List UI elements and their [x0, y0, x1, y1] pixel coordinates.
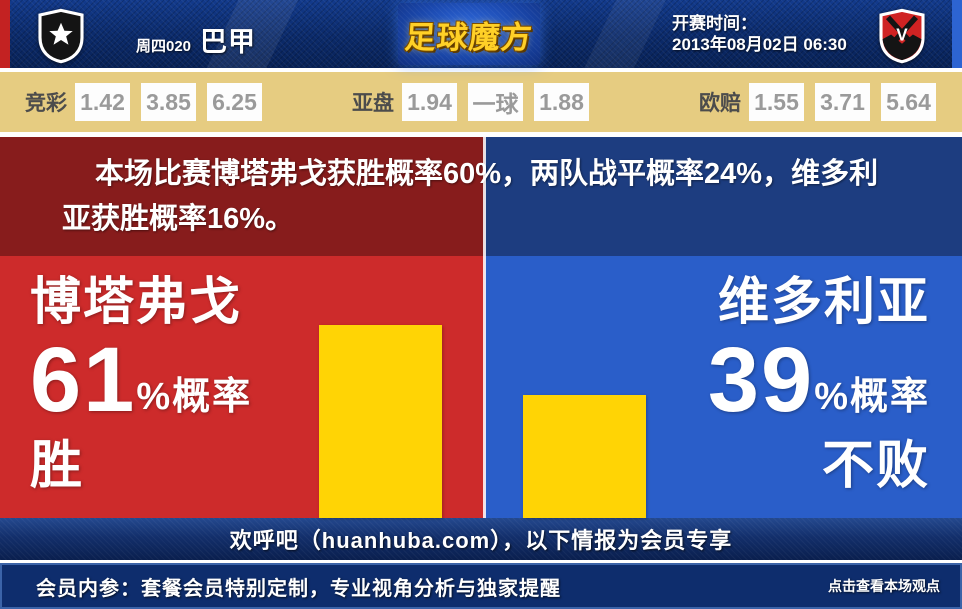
away-prediction-block: 维多利亚 39 %概率 不败 — [708, 276, 930, 492]
promo-banner: 欢呼吧（huanhuba.com），以下情报为会员专享 — [0, 518, 962, 560]
home-probability-suffix: %概率 — [136, 376, 253, 419]
left-red-edge-stripe — [0, 0, 10, 68]
odds-value-box: 3.85 — [141, 83, 196, 121]
prediction-summary-band: 本场比赛博塔弗戈获胜概率60%，两队战平概率24%，维多利亚获胜概率16%。 — [0, 137, 962, 256]
right-blue-edge-stripe — [952, 0, 962, 68]
match-number-label: 周四020 — [136, 38, 192, 55]
home-team-name: 博塔弗戈 — [30, 273, 243, 330]
summary-band-red-half — [0, 137, 485, 256]
away-probability-number: 39 — [707, 329, 815, 431]
odds-value-box: 3.71 — [815, 83, 870, 121]
odds-value-box: 1.55 — [749, 83, 804, 121]
odds-group-sports-lottery: 竞彩 1.42 3.85 6.25 — [25, 72, 262, 132]
prediction-summary-text: 本场比赛博塔弗戈获胜概率60%，两队战平概率24%，维多利亚获胜概率16%。 — [62, 158, 879, 235]
member-info-text: 会员内参：套餐会员特别定制，专业视角分析与独家提醒 — [36, 577, 561, 600]
odds-value-box: 5.64 — [881, 83, 936, 121]
away-team-name: 维多利亚 — [717, 273, 930, 330]
away-probability: 39 %概率 — [707, 329, 930, 431]
versus-section: 博塔弗戈 61 %概率 胜 维多利亚 39 %概率 不败 — [0, 256, 962, 518]
home-probability-bar — [319, 325, 442, 518]
home-team-crest-icon — [33, 8, 89, 64]
site-logo-text: 足球魔方 — [403, 19, 535, 55]
odds-group-european-odds: 欧赔 1.55 3.71 5.64 — [699, 72, 936, 132]
center-divider — [483, 137, 486, 518]
odds-value-box: 1.88 — [534, 83, 589, 121]
kickoff-datetime: 2013年08月02日 06:30 — [672, 35, 847, 54]
view-opinion-link[interactable]: 点击查看本场观点 — [828, 578, 940, 594]
summary-band-blue-half — [485, 137, 962, 256]
match-id: 周四020 巴甲 — [136, 20, 256, 59]
league-name: 巴甲 — [200, 27, 257, 57]
odds-group-label: 亚盘 — [352, 92, 394, 115]
odds-bar: 竞彩 1.42 3.85 6.25 亚盘 1.94 一球 1.88 欧赔 1.5… — [0, 72, 962, 132]
kickoff-time-block: 开赛时间： 2013年08月02日 06:30 — [672, 13, 847, 55]
member-footer-bar: 会员内参：套餐会员特别定制，专业视角分析与独家提醒 点击查看本场观点 — [0, 563, 962, 609]
odds-value-box: 6.25 — [207, 83, 262, 121]
odds-value-box: 1.94 — [402, 83, 457, 121]
promo-banner-text: 欢呼吧（huanhuba.com），以下情报为会员专享 — [229, 528, 733, 553]
match-header: 周四020 巴甲 足球魔方 开赛时间： 2013年08月02日 06:30 V — [0, 0, 962, 68]
odds-value-box: 一球 — [468, 83, 523, 121]
home-outcome-label: 胜 — [30, 437, 85, 496]
away-probability-suffix: %概率 — [814, 376, 930, 419]
away-outcome-label: 不败 — [821, 437, 930, 496]
home-probability-number: 61 — [30, 329, 137, 431]
away-team-crest-icon: V — [874, 8, 930, 64]
home-prediction-block: 博塔弗戈 61 %概率 胜 — [30, 276, 252, 492]
odds-group-asian-handicap: 亚盘 1.94 一球 1.88 — [352, 72, 589, 132]
odds-value-box: 1.42 — [75, 83, 130, 121]
away-probability-bar — [523, 395, 646, 518]
kickoff-label: 开赛时间： — [672, 14, 757, 33]
home-probability: 61 %概率 — [30, 329, 253, 431]
site-logo: 足球魔方 — [398, 3, 540, 65]
odds-group-label: 竞彩 — [25, 92, 67, 115]
svg-text:V: V — [896, 26, 908, 45]
odds-group-label: 欧赔 — [699, 92, 741, 115]
